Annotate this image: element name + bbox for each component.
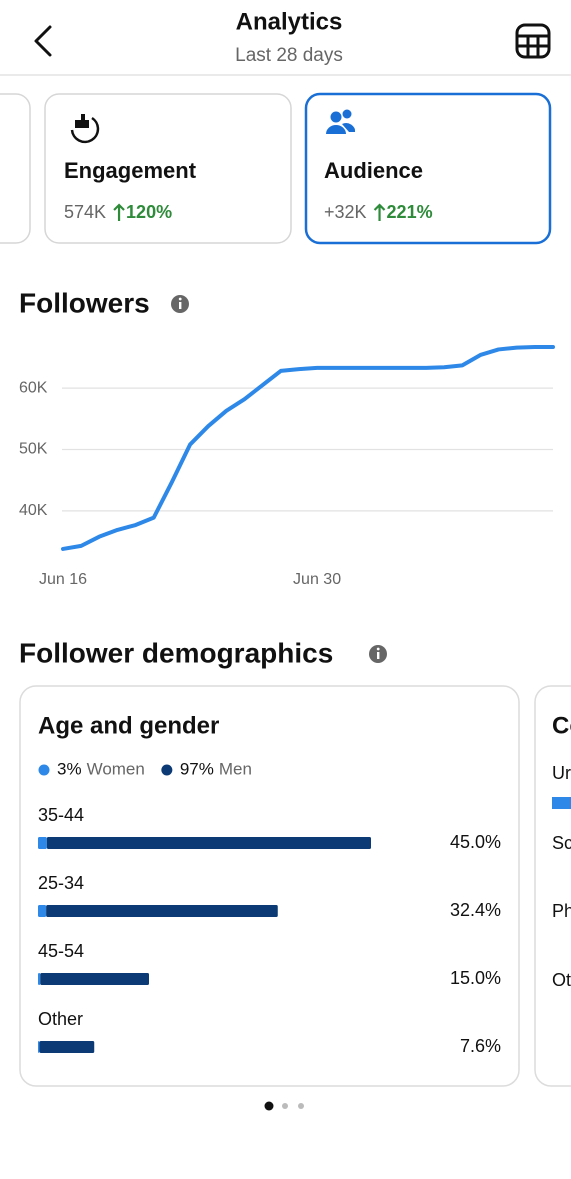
y-tick-label: 60K <box>19 379 48 396</box>
engagement-icon <box>70 114 100 144</box>
section-title: Follower demographics <box>19 637 333 668</box>
legend-dot <box>161 764 173 776</box>
value-label: 7.6% <box>460 1036 501 1056</box>
card-selected[interactable] <box>304 92 552 245</box>
bar-segment <box>38 1041 40 1053</box>
card-change: 221% <box>387 202 433 222</box>
row-label: Ot <box>552 970 571 990</box>
up-arrow <box>373 203 386 221</box>
bar-segment <box>38 837 47 849</box>
value-label: 15.0% <box>450 968 501 988</box>
x-tick-label: Jun 16 <box>39 571 87 588</box>
info-icon[interactable] <box>171 295 189 313</box>
bar-fragment <box>552 797 571 809</box>
row-label: Ph <box>552 901 571 921</box>
legend-name: Women <box>87 759 145 778</box>
card-value: +32K <box>324 202 367 222</box>
card[interactable] <box>0 93 31 244</box>
y-tick-label: 40K <box>19 502 48 519</box>
next-card[interactable] <box>534 685 571 1087</box>
bar-segment <box>38 905 47 917</box>
header-title: Analytics <box>236 8 343 35</box>
card-title: Age and gender <box>38 712 219 739</box>
card-change: 120% <box>126 202 172 222</box>
bar-segment <box>46 905 278 917</box>
value-label: 32.4% <box>450 900 501 920</box>
x-tick-label: Jun 30 <box>293 571 341 588</box>
header-subtitle: Last 28 days <box>235 45 343 66</box>
row-label: Other <box>38 1009 83 1029</box>
bar-chart: 3% Women 97% Men 35-44 45.0% 25-34 32.4% 45-54 15… <box>38 759 501 1056</box>
legend-name: Men <box>219 759 252 778</box>
card[interactable] <box>44 93 292 244</box>
row-label: 25-34 <box>38 873 84 893</box>
card-title: Audience <box>324 158 423 183</box>
audience-icon <box>326 109 356 134</box>
card-title: Co <box>552 712 571 739</box>
bar-segment <box>38 973 41 985</box>
back-button[interactable] <box>34 25 52 57</box>
row-label: Sc <box>552 833 571 853</box>
bar-segment <box>40 973 149 985</box>
up-arrow <box>113 203 125 221</box>
legend-share: 97% <box>180 759 214 778</box>
demographics-card <box>19 685 520 1087</box>
y-tick-label: 50K <box>19 441 48 458</box>
info-icon[interactable] <box>369 645 387 663</box>
page-indicator <box>264 1101 304 1111</box>
table-button[interactable] <box>515 23 551 59</box>
card-title: Engagement <box>64 158 197 183</box>
bar-segment <box>46 837 371 849</box>
row-label: 45-54 <box>38 941 84 961</box>
row-label: 35-44 <box>38 805 84 825</box>
bar-segment <box>39 1041 95 1053</box>
line-chart: 40K 50K 60K Jun 16 Jun 30 <box>19 344 555 588</box>
card-value: 574K <box>64 202 106 222</box>
value-label: 45.0% <box>450 832 501 852</box>
section-title: Followers <box>19 287 150 318</box>
legend-share: 3% <box>57 759 82 778</box>
row-label: Ur <box>552 763 571 783</box>
legend-dot <box>38 764 50 776</box>
line-series <box>61 344 555 551</box>
